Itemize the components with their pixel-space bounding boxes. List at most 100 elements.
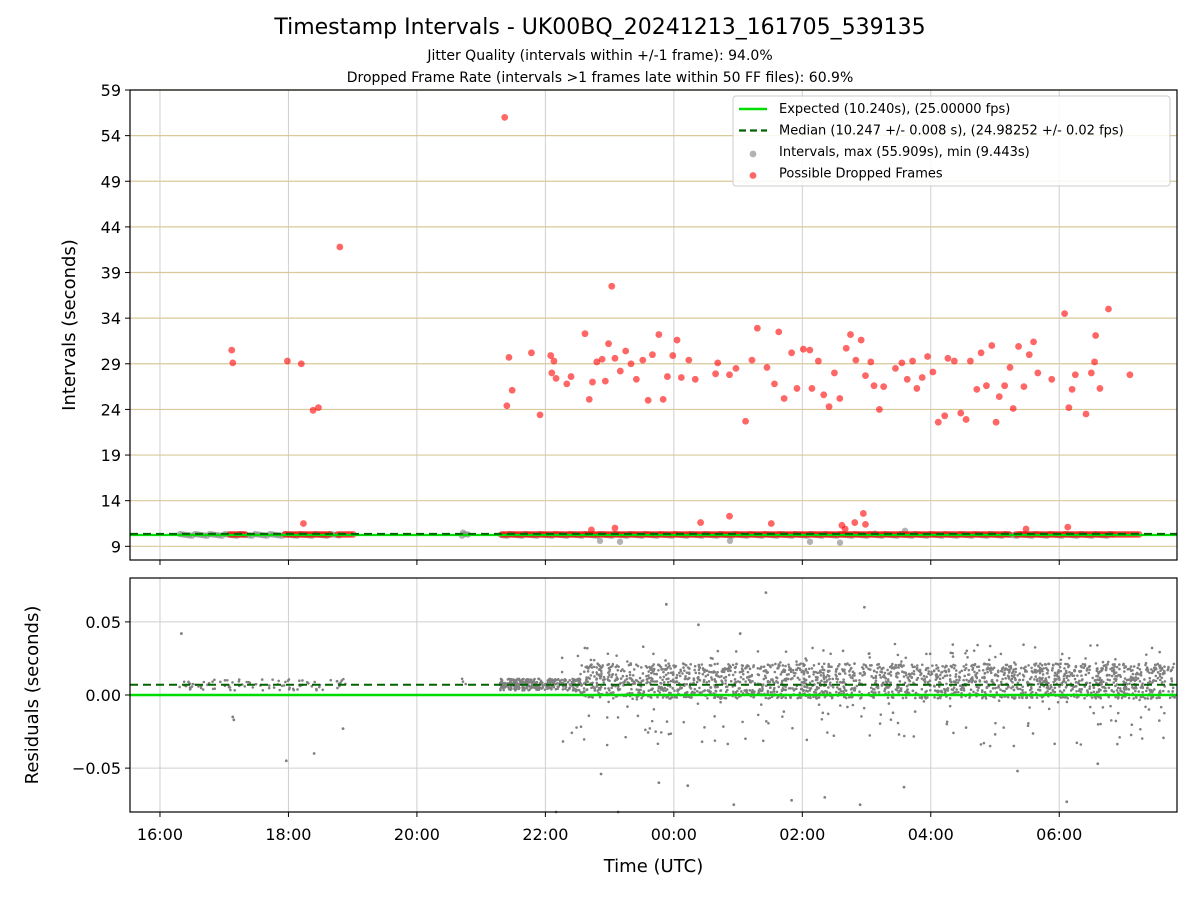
- residual-point: [725, 685, 728, 689]
- residual-point: [886, 696, 890, 700]
- residual-point: [972, 690, 975, 694]
- residual-point: [849, 666, 853, 670]
- residual-point: [905, 684, 909, 688]
- residual-point: [540, 687, 543, 690]
- residual-point: [605, 716, 609, 719]
- dropped-frame-point: [548, 369, 556, 377]
- residual-point: [897, 663, 900, 667]
- residual-point: [716, 695, 720, 699]
- residual-point: [616, 716, 620, 719]
- residual-point: [787, 663, 790, 666]
- residual-point: [841, 649, 845, 653]
- residual-point: [775, 690, 779, 694]
- residual-point: [1022, 643, 1025, 647]
- residual-point: [662, 675, 666, 679]
- residual-point: [804, 667, 808, 671]
- residual-point: [766, 671, 770, 674]
- residual-point: [927, 672, 930, 676]
- residual-point: [656, 689, 660, 692]
- residual-point: [920, 672, 923, 675]
- residual-point: [1094, 662, 1098, 665]
- residual-point: [1056, 675, 1059, 678]
- residual-point: [815, 697, 818, 700]
- residual-point: [271, 678, 274, 681]
- residual-point: [616, 668, 620, 672]
- residual-point: [834, 670, 838, 673]
- residual-point: [1074, 681, 1078, 684]
- residual-point: [943, 674, 947, 678]
- xtick-label: 06:00: [1036, 825, 1082, 844]
- residual-point: [997, 699, 1001, 702]
- residual-point: [1019, 666, 1023, 670]
- residual-point: [664, 664, 668, 667]
- residual-point: [975, 676, 979, 680]
- dropped-frame-point: [598, 355, 606, 363]
- residual-point: [887, 680, 890, 683]
- residual-point: [206, 683, 209, 687]
- residual-point: [664, 602, 668, 606]
- residual-point: [645, 681, 648, 685]
- residual-point: [1016, 674, 1019, 677]
- residual-point: [678, 674, 682, 678]
- residual-point: [832, 734, 836, 738]
- residual-point: [340, 679, 343, 682]
- residual-point: [187, 680, 190, 684]
- residual-point: [587, 667, 590, 670]
- residual-point: [858, 803, 862, 807]
- residual-point: [645, 678, 649, 681]
- residual-point: [1060, 682, 1064, 685]
- residual-point: [661, 678, 664, 682]
- dropped-frame-point: [627, 360, 635, 368]
- residual-point: [705, 680, 709, 684]
- residual-point: [756, 713, 760, 717]
- residual-point: [992, 666, 996, 670]
- residual-point: [958, 671, 962, 674]
- residual-point: [659, 682, 663, 685]
- residual-point: [537, 686, 541, 690]
- residual-point: [1115, 683, 1119, 686]
- residual-point: [822, 662, 826, 666]
- residual-point: [883, 671, 887, 675]
- residual-point: [819, 673, 823, 677]
- residual-point: [994, 655, 997, 659]
- residual-point: [1120, 696, 1124, 700]
- residual-point: [777, 685, 781, 689]
- residual-point: [1109, 704, 1112, 708]
- residual-point: [499, 677, 503, 681]
- residual-point: [976, 643, 979, 647]
- residual-point: [649, 696, 653, 699]
- residual-point: [993, 695, 996, 699]
- residual-point: [683, 669, 686, 672]
- residual-point: [1158, 664, 1161, 668]
- dropped-frame-point: [892, 364, 899, 372]
- residual-point: [1154, 663, 1157, 667]
- residual-point: [1010, 674, 1014, 678]
- residual-point: [776, 696, 779, 700]
- residual-point: [848, 673, 851, 677]
- residual-point: [967, 668, 971, 672]
- top-ytick-label: 9: [111, 537, 121, 556]
- residual-point: [1112, 681, 1116, 684]
- residual-point: [939, 673, 942, 677]
- residual-point: [607, 700, 610, 704]
- residual-point: [913, 710, 917, 713]
- residual-point: [640, 696, 643, 700]
- residual-point: [713, 662, 717, 666]
- residual-point: [1167, 690, 1170, 693]
- residual-point: [1095, 667, 1099, 671]
- residual-point: [277, 679, 281, 683]
- residual-point: [756, 666, 760, 670]
- residual-point: [509, 679, 512, 683]
- residual-point: [1092, 686, 1096, 690]
- dropped-frame-point: [1009, 405, 1017, 412]
- residual-point: [809, 686, 813, 690]
- residual-point: [1084, 657, 1087, 660]
- residual-point: [654, 730, 657, 733]
- residual-point: [806, 686, 809, 689]
- residual-point: [1141, 686, 1145, 690]
- residual-point: [724, 690, 728, 694]
- residual-point: [583, 646, 587, 650]
- residual-point: [719, 700, 722, 704]
- residual-point: [1047, 707, 1051, 711]
- residual-point: [733, 666, 737, 670]
